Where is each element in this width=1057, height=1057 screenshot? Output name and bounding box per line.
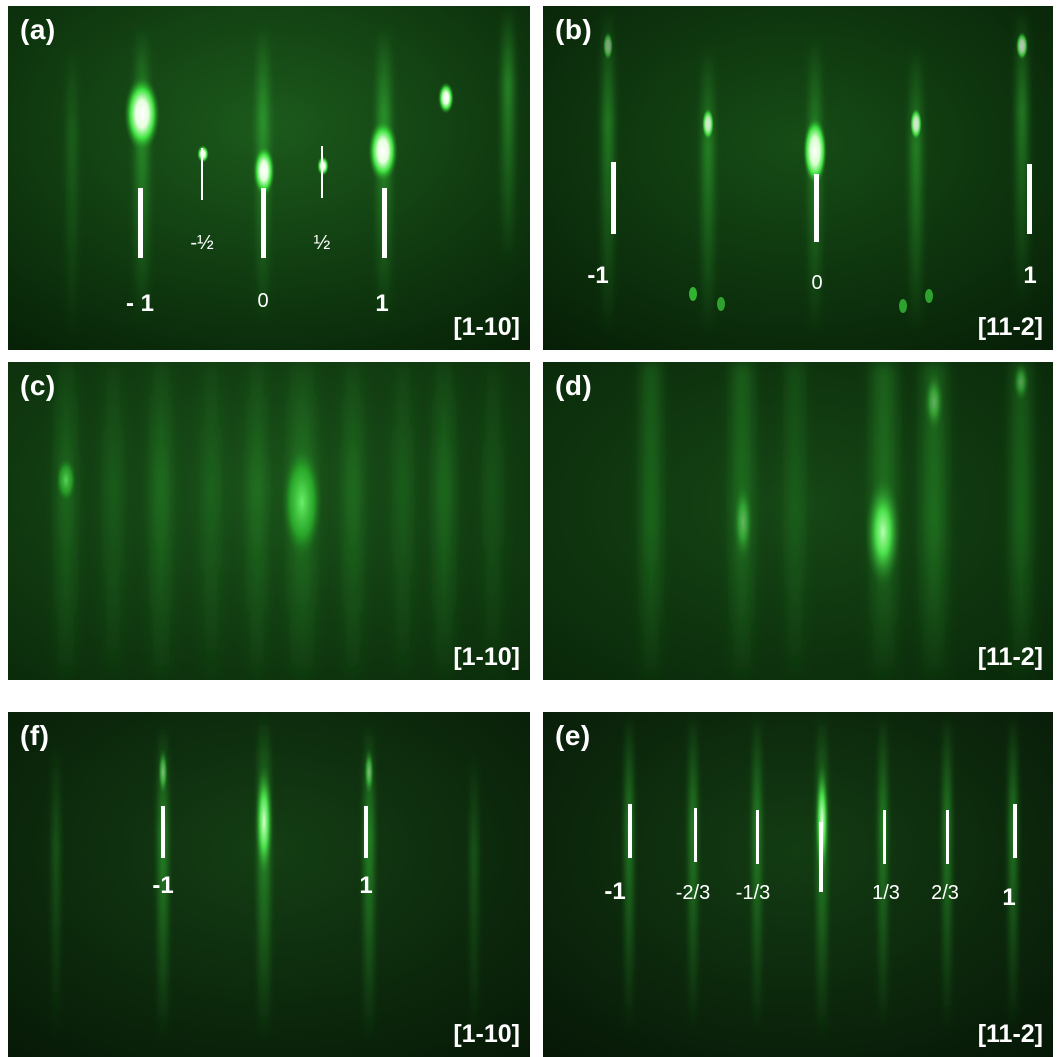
tick-mark <box>201 148 203 200</box>
panel-label: (a) <box>20 14 56 45</box>
tick-mark <box>161 806 165 858</box>
index-label: 1 <box>1023 262 1037 289</box>
index-label: 2/3 <box>931 882 959 904</box>
tick-mark <box>1027 164 1032 234</box>
tick-mark <box>321 146 323 198</box>
index-label: 1 <box>359 872 373 899</box>
panel-label: (f) <box>20 720 50 751</box>
azimuth-label: [1-10] <box>453 1020 520 1048</box>
index-label: -½ <box>190 232 214 254</box>
index-label: 1/3 <box>872 882 900 904</box>
azimuth-label: [11-2] <box>977 313 1043 341</box>
azimuth-label: [11-2] <box>977 643 1043 671</box>
index-label: -1 <box>152 872 174 899</box>
rheed-pattern-a <box>8 6 530 350</box>
rheed-panel-c: (c) [1-10] <box>8 362 530 680</box>
rheed-pattern-b <box>543 6 1053 350</box>
panel-label: (e) <box>555 720 591 751</box>
azimuth-label: [1-10] <box>453 313 520 341</box>
tick-mark <box>364 806 368 858</box>
rheed-panel-d: (d) [11-2] <box>543 362 1053 680</box>
panel-label: (c) <box>20 370 56 401</box>
panel-label: (d) <box>555 370 593 401</box>
tick-mark <box>261 188 266 258</box>
panel-label: (b) <box>555 14 593 45</box>
tick-mark <box>611 162 616 234</box>
rheed-pattern-e <box>543 712 1053 1057</box>
index-label: -1 <box>587 262 609 289</box>
index-label: 1 <box>375 290 389 317</box>
rheed-pattern-c <box>8 362 530 680</box>
index-label: -2/3 <box>675 882 711 904</box>
rheed-panel-a: (a) - 1 -½ 0 ½ 1 [1-10] <box>8 6 530 350</box>
tick-mark <box>946 810 949 864</box>
rheed-pattern-f <box>8 712 530 1057</box>
tick-mark <box>756 810 759 864</box>
azimuth-label: [11-2] <box>977 1020 1043 1048</box>
tick-mark <box>814 174 819 242</box>
index-label: - 1 <box>125 290 155 317</box>
rheed-pattern-d <box>543 362 1053 680</box>
tick-mark <box>138 188 143 258</box>
azimuth-label: [1-10] <box>453 643 520 671</box>
index-label: -1/3 <box>735 882 771 904</box>
index-label: ½ <box>313 232 331 254</box>
rheed-panel-e: (e) -1 -2/3 -1/3 1/3 2/3 1 [11-2] <box>543 712 1053 1057</box>
tick-mark <box>819 822 823 892</box>
tick-mark <box>694 808 697 862</box>
tick-mark <box>382 188 387 258</box>
index-label: 1 <box>1002 884 1016 911</box>
rheed-panel-b: (b) -1 0 1 [11-2] <box>543 6 1053 350</box>
index-label: 0 <box>811 272 823 294</box>
rheed-panel-f: (f) -1 1 [1-10] <box>8 712 530 1057</box>
tick-mark <box>1013 804 1017 858</box>
index-label: 0 <box>257 290 269 312</box>
index-label: -1 <box>604 878 626 905</box>
tick-mark <box>628 804 632 858</box>
tick-mark <box>883 810 886 864</box>
